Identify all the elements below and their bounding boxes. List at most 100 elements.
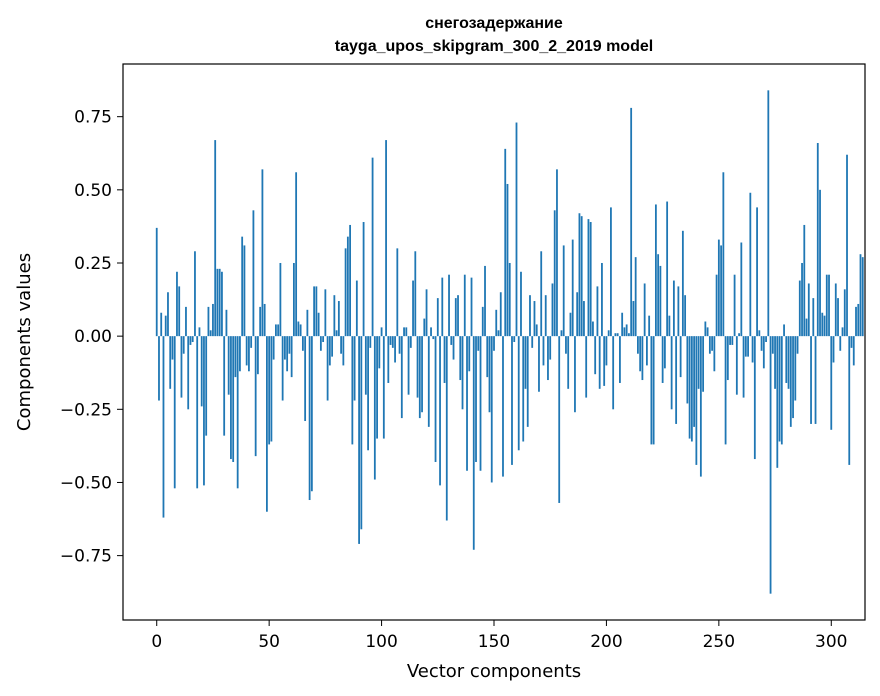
bar-131: [450, 336, 453, 345]
bar-242: [699, 336, 702, 477]
bar-112: [407, 336, 410, 395]
bar-249: [715, 274, 718, 337]
bar-256: [731, 336, 734, 345]
bar-156: [506, 183, 509, 337]
chart-title: снегозадержание: [425, 15, 563, 32]
bar-32: [227, 336, 230, 395]
bar-6: [169, 336, 172, 389]
bar-132: [452, 336, 455, 360]
bar-229: [670, 336, 673, 410]
bar-20: [200, 336, 203, 407]
bar-181: [562, 245, 565, 337]
bar-297: [823, 315, 826, 337]
bar-313: [859, 254, 862, 337]
bar-147: [486, 336, 489, 378]
bar-270: [762, 336, 765, 369]
bar-223: [657, 254, 660, 337]
bar-246: [708, 336, 711, 354]
bar-294: [816, 143, 819, 337]
bar-140: [470, 277, 473, 337]
bar-225: [661, 336, 664, 383]
bar-40: [245, 336, 248, 366]
bar-198: [601, 262, 603, 337]
bar-52: [272, 336, 275, 360]
bar-111: [405, 327, 408, 337]
bar-116: [416, 336, 419, 398]
bar-43: [252, 210, 255, 337]
bar-171: [540, 251, 543, 337]
y-tick-label: 0.25: [74, 254, 112, 274]
bar-71: [315, 286, 318, 337]
bar-312: [857, 303, 860, 337]
bar-272: [767, 90, 770, 337]
bar-182: [565, 336, 567, 354]
bar-218: [646, 336, 648, 366]
bar-67: [306, 309, 309, 337]
bar-130: [448, 274, 450, 337]
bar-290: [807, 283, 810, 337]
bar-247: [711, 336, 713, 351]
bar-166: [529, 295, 531, 337]
bar-197: [598, 336, 601, 389]
bar-95: [369, 336, 372, 348]
bar-76: [326, 336, 329, 401]
bar-191: [585, 336, 588, 398]
bar-30: [223, 336, 226, 436]
bar-302: [834, 283, 837, 337]
bar-139: [468, 336, 471, 372]
bar-22: [205, 336, 208, 436]
bars-group: [155, 90, 864, 594]
bar-81: [337, 301, 340, 337]
bar-51: [270, 336, 273, 442]
bar-167: [531, 336, 534, 348]
bar-121: [427, 336, 430, 427]
x-tick-label: 100: [365, 632, 397, 652]
bar-213: [634, 257, 637, 337]
bar-19: [198, 327, 201, 337]
bar-159: [513, 336, 516, 342]
bar-211: [630, 107, 633, 337]
bar-61: [292, 262, 295, 337]
y-tick-label: 0.00: [74, 327, 112, 347]
bar-286: [798, 280, 801, 337]
bar-106: [394, 336, 396, 363]
bar-230: [672, 280, 675, 337]
bar-84: [344, 248, 347, 337]
bar-205: [616, 333, 619, 337]
bar-176: [551, 283, 554, 337]
bar-190: [583, 301, 585, 337]
bar-41: [248, 336, 250, 372]
bar-209: [625, 324, 628, 337]
bar-35: [234, 336, 237, 378]
bar-214: [637, 336, 639, 354]
bar-152: [497, 330, 500, 337]
bar-53: [275, 324, 277, 337]
y-tick-label: −0.50: [60, 473, 112, 493]
bar-239: [693, 336, 696, 427]
bar-232: [677, 286, 680, 337]
bar-192: [587, 219, 590, 337]
bar-224: [659, 265, 662, 337]
bar-216: [641, 336, 644, 381]
bar-50: [268, 336, 271, 445]
bar-237: [688, 336, 691, 439]
bar-287: [801, 262, 803, 337]
bar-69: [310, 336, 313, 492]
bar-273: [769, 336, 772, 594]
bar-16: [191, 336, 194, 342]
bar-296: [821, 312, 824, 337]
bar-280: [785, 336, 788, 383]
bar-206: [619, 336, 621, 383]
bar-64: [299, 324, 302, 337]
bar-141: [472, 336, 475, 550]
bar-253: [724, 336, 727, 445]
bar-194: [592, 321, 594, 337]
bar-37: [239, 336, 241, 372]
bar-68: [308, 336, 311, 501]
bar-145: [481, 306, 484, 337]
bar-153: [499, 292, 502, 337]
bar-102: [385, 140, 387, 337]
bar-199: [603, 336, 606, 386]
bar-314: [861, 257, 864, 337]
bar-283: [792, 336, 794, 419]
